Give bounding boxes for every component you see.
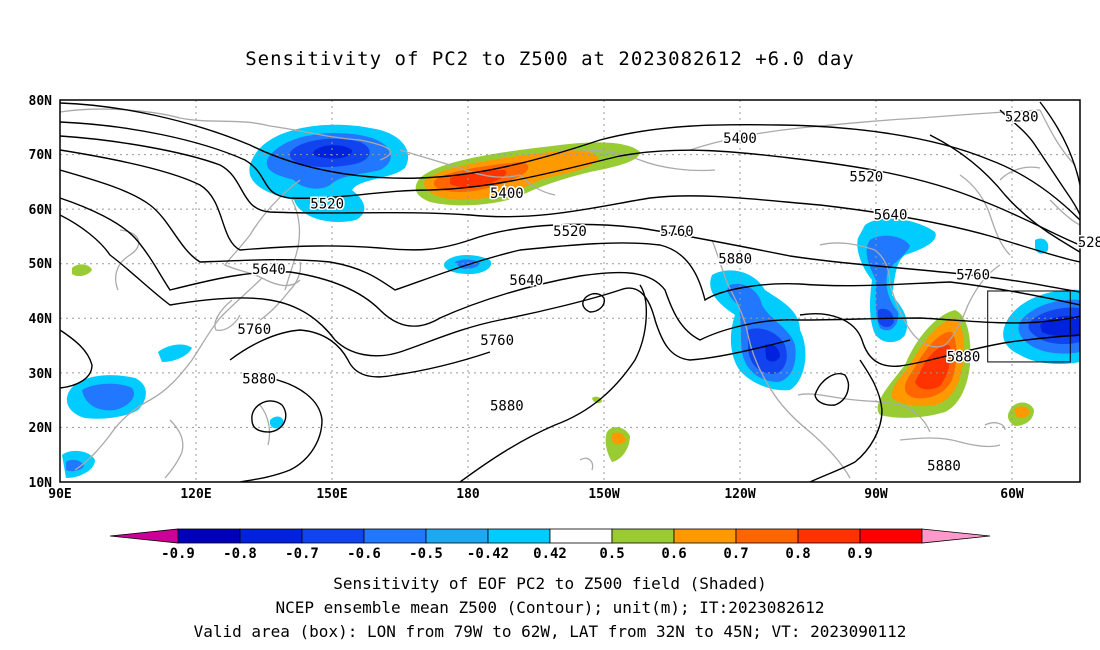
- lon-label-120e: 120E: [180, 487, 211, 502]
- colorbar-cell: [425, 528, 489, 544]
- lat-label-50n: 50N: [29, 257, 53, 272]
- contour-label: 5880: [947, 349, 981, 365]
- contour-label: 5760: [480, 333, 514, 349]
- lon-label-90w: 90W: [864, 487, 888, 502]
- colorbar-tick-label: 0.6: [661, 546, 686, 562]
- negative-blob-siberia: [249, 124, 409, 222]
- positive-blob-hawaii: [605, 427, 630, 462]
- lon-label-180: 180: [456, 487, 480, 502]
- negative-blob-great-lakes: [857, 218, 936, 343]
- coastline-layer: [60, 108, 1080, 479]
- lat-axis: 80N 70N 60N 50N 40N 30N 20N 10N: [29, 94, 53, 491]
- colorbar-tick-label: -0.7: [285, 546, 319, 562]
- colorbar-tick-label: -0.8: [223, 546, 257, 562]
- lat-label-60n: 60N: [29, 203, 53, 218]
- lon-label-150w: 150W: [588, 487, 619, 502]
- colorbar-cell: [859, 528, 923, 544]
- lon-label-60w: 60W: [1000, 487, 1024, 502]
- lat-label-70n: 70N: [29, 148, 53, 163]
- colorbar-cell: [673, 528, 737, 544]
- contour-label: 5640: [509, 273, 543, 289]
- map-frame: [59, 99, 1081, 483]
- contour-labels: 5400 5400 5520 5520 5520 5640 5640 5640 5760 5760…: [236, 108, 1100, 476]
- lat-label-80n: 80N: [29, 94, 53, 109]
- contour-label: 5880: [242, 371, 276, 387]
- colorbar-tick-label: 0.8: [785, 546, 810, 562]
- contour-label: 5400: [723, 131, 757, 147]
- colorbar-cell: [363, 528, 427, 544]
- colorbar-tick-label: -0.9: [161, 546, 195, 562]
- negative-blob-western-us: [710, 270, 806, 391]
- lat-label-40n: 40N: [29, 312, 53, 327]
- lon-axis: 90E 120E 150E 180 150W 120W 90W 60W: [48, 487, 1024, 502]
- colorbar: -0.9 -0.8 -0.7 -0.6 -0.5 -0.42 0.42 0.5 0.6 0.7 0.…: [109, 528, 991, 562]
- contour-label: 5760: [956, 268, 990, 284]
- colorbar-tick-label: 0.9: [847, 546, 872, 562]
- colorbar-tick-label: 0.42: [533, 546, 567, 562]
- colorbar-cell: [797, 528, 861, 544]
- colorbar-cell: [735, 528, 799, 544]
- contour-label: 5760: [237, 322, 271, 338]
- z500-contours: [60, 101, 1080, 482]
- colorbar-cell: [301, 528, 365, 544]
- lon-label-150e: 150E: [316, 487, 347, 502]
- shading-layer: [62, 124, 1080, 478]
- lat-label-30n: 30N: [29, 367, 53, 382]
- contour-label: 5280: [1078, 235, 1100, 251]
- negative-blob-north-atlantic: [1003, 238, 1080, 364]
- colorbar-cell: [177, 528, 241, 544]
- contour-label: 5640: [252, 262, 286, 278]
- contour-label: 5880: [490, 399, 524, 415]
- graticule: [60, 100, 1080, 482]
- contour-label: 5880: [718, 251, 752, 267]
- negative-blob-east-china: [62, 344, 284, 478]
- valid-area-box: [987, 290, 1071, 363]
- lon-label-90e: 90E: [48, 487, 71, 502]
- contour-label: 5520: [849, 169, 883, 185]
- colorbar-cell: [549, 528, 613, 544]
- lon-label-120w: 120W: [724, 487, 755, 502]
- contour-label: 5520: [310, 197, 344, 213]
- lat-label-10n: 10N: [29, 476, 53, 491]
- caption-shading: Sensitivity of EOF PC2 to Z500 field (Sh…: [333, 574, 767, 593]
- map-title: Sensitivity of PC2 to Z500 at 2023082612…: [245, 48, 855, 70]
- contour-label: 5400: [490, 186, 524, 202]
- contour-label: 5520: [553, 224, 587, 240]
- colorbar-tick-label: 0.7: [723, 546, 748, 562]
- caption-contour: NCEP ensemble mean Z500 (Contour); unit(…: [275, 598, 825, 617]
- colorbar-extend-high: [921, 528, 991, 544]
- colorbar-cell: [487, 528, 551, 544]
- colorbar-tick-label: -0.42: [467, 546, 509, 562]
- colorbar-tick-label: -0.6: [347, 546, 381, 562]
- caption-valid-area: Valid area (box): LON from 79W to 62W, L…: [193, 622, 907, 641]
- contour-label: 5280: [1005, 109, 1039, 125]
- colorbar-cell: [239, 528, 303, 544]
- colorbar-extend-low: [109, 528, 179, 544]
- colorbar-tick-label: 0.5: [599, 546, 624, 562]
- contour-label: 5760: [660, 224, 694, 240]
- contour-label: 5880: [927, 459, 961, 475]
- positive-blob-east-coast: [877, 310, 971, 418]
- contour-label: 5640: [874, 208, 908, 224]
- lat-label-20n: 20N: [29, 421, 53, 436]
- colorbar-tick-label: -0.5: [409, 546, 443, 562]
- colorbar-cell: [611, 528, 675, 544]
